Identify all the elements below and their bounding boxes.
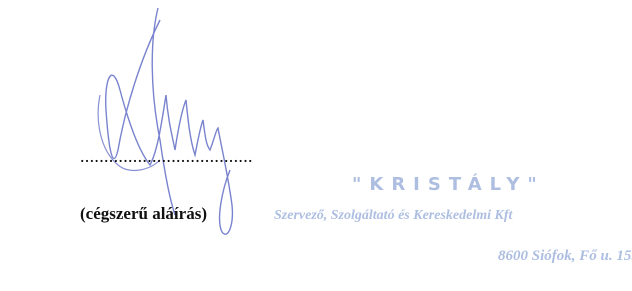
signature-caption: (cégszerű aláírás) [80, 204, 207, 224]
signature-line: .................................... [80, 146, 253, 167]
stamp-address: 8600 Siófok, Fő u. 15. [498, 248, 632, 265]
document-page: .................................... (cé… [0, 0, 632, 291]
stamp-company: Szervező, Szolgáltató és Kereskedelmi Kf… [274, 208, 512, 224]
stamp-name: "KRISTÁLY" [352, 174, 545, 195]
